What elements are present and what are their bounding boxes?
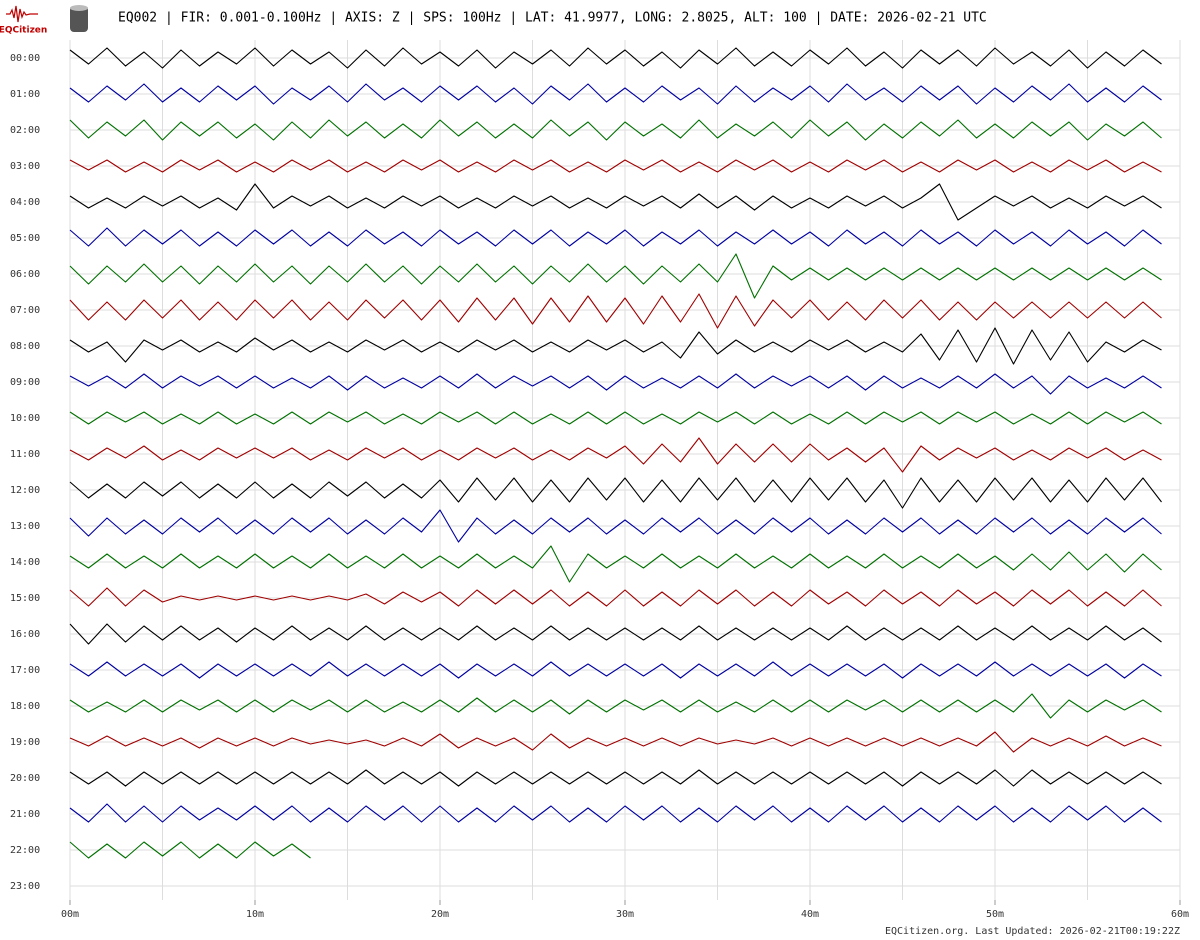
row-label: 22:00 (10, 845, 40, 856)
trace (69, 803, 1162, 823)
x-tick-label: 00m (61, 909, 79, 920)
logo-sensor-top (70, 5, 88, 11)
row-label: 15:00 (10, 593, 40, 604)
row-label: 17:00 (10, 665, 40, 676)
trace (69, 159, 1162, 173)
row-label: 20:00 (10, 773, 40, 784)
trace (69, 509, 1162, 543)
x-tick-label: 10m (246, 909, 264, 920)
logo-icon (6, 5, 38, 23)
row-label: 06:00 (10, 269, 40, 280)
row-label: 10:00 (10, 413, 40, 424)
row-label: 18:00 (10, 701, 40, 712)
trace (69, 841, 311, 859)
trace (69, 587, 1162, 607)
row-label: 19:00 (10, 737, 40, 748)
row-label: 01:00 (10, 89, 40, 100)
row-label: 05:00 (10, 233, 40, 244)
x-tick-label: 30m (616, 909, 634, 920)
trace (69, 227, 1162, 247)
row-label: 02:00 (10, 125, 40, 136)
row-label: 04:00 (10, 197, 40, 208)
trace (69, 293, 1162, 329)
logo: EQCitizen (0, 5, 88, 36)
row-label: 09:00 (10, 377, 40, 388)
x-tick-label: 40m (801, 909, 819, 920)
trace (69, 661, 1162, 679)
trace (69, 693, 1162, 719)
row-label: 03:00 (10, 161, 40, 172)
trace (69, 411, 1162, 425)
trace (69, 623, 1162, 645)
logo-sensor (70, 6, 88, 32)
row-label: 12:00 (10, 485, 40, 496)
row-label: 11:00 (10, 449, 40, 460)
row-label: 14:00 (10, 557, 40, 568)
trace (69, 183, 1162, 221)
chart-title: EQ002 | FIR: 0.001-0.100Hz | AXIS: Z | S… (118, 11, 987, 26)
row-label: 23:00 (10, 881, 40, 892)
row-label: 21:00 (10, 809, 40, 820)
x-tick-label: 50m (986, 909, 1004, 920)
row-label: 00:00 (10, 53, 40, 64)
logo-text: EQCitizen (0, 26, 47, 36)
trace (69, 47, 1162, 69)
row-label: 08:00 (10, 341, 40, 352)
trace (69, 769, 1162, 787)
trace (69, 119, 1162, 141)
x-tick-label: 20m (431, 909, 449, 920)
row-label: 13:00 (10, 521, 40, 532)
trace (69, 731, 1162, 753)
footer: EQCitizen.org. Last Updated: 2026-02-21T… (885, 926, 1180, 937)
x-tick-label: 60m (1171, 909, 1189, 920)
trace (69, 545, 1162, 583)
trace (69, 437, 1162, 473)
trace (69, 477, 1162, 509)
trace (69, 253, 1162, 299)
row-label: 07:00 (10, 305, 40, 316)
row-label: 16:00 (10, 629, 40, 640)
trace (69, 327, 1162, 365)
trace (69, 373, 1162, 395)
trace (69, 83, 1162, 105)
